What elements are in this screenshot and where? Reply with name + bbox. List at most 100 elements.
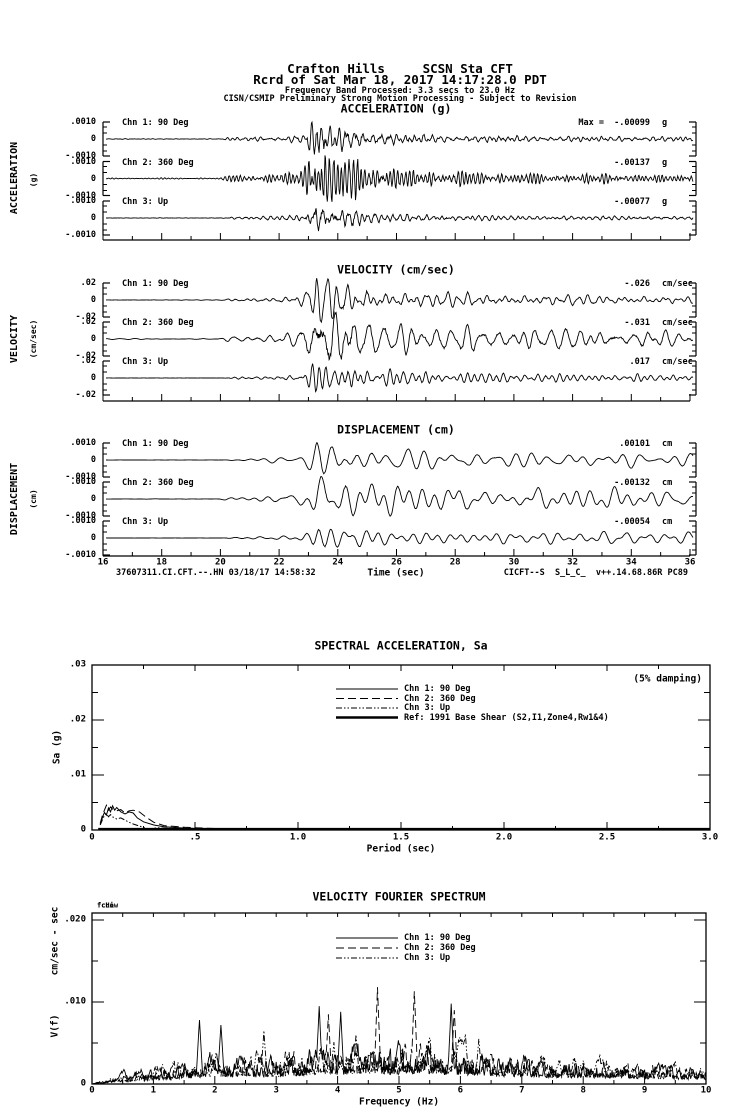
sa-y-tick-label: 0: [80, 824, 86, 835]
displacement_time_series-trace-chn3: [106, 528, 694, 548]
frequency-band-note: Frequency Band Processed: 3.3 secs to 23…: [284, 85, 516, 96]
sa-x-tick-label: 2.0: [495, 832, 513, 843]
displacement_time_series-trace-chn2: [105, 476, 693, 517]
peak-annotation: .017: [629, 356, 650, 367]
y-tick-label: -.0010: [65, 510, 96, 521]
peak-unit: g: [662, 157, 668, 168]
channel-label: Chn 1: 90 Deg: [122, 117, 189, 128]
y-tick-label: 0: [90, 294, 96, 305]
fourier-y-axis-label: V(f): [49, 1014, 61, 1038]
y-tick-label: -.02: [75, 350, 96, 361]
sa-y-tick-label: .01: [69, 769, 86, 780]
displacement-axis-label: DISPLACEMENT: [9, 462, 20, 536]
channel-label: Chn 3: Up: [122, 196, 169, 207]
sa-legend-label: Chn 3: Up: [404, 702, 451, 713]
processing-version-footer: CICFT--S S_L_C_ v++.14.68.86R PC89: [503, 567, 688, 578]
sa-x-tick-label: 3.0: [701, 832, 719, 843]
y-tick-label: -.02: [75, 389, 96, 400]
fourier-y-tick-label: .010: [64, 996, 86, 1007]
y-tick-label: 0: [90, 532, 96, 543]
fourier-x-tick-label: 6: [457, 1085, 464, 1096]
peak-annotation: -.026: [624, 278, 650, 289]
y-tick-label: -.0010: [65, 150, 96, 161]
sa-plot-box: [91, 664, 711, 831]
record-id-footer: 37607311.CI.CFT.--.HN 03/18/17 14:58:32: [116, 567, 316, 578]
sa-legend-label: Chn 2: 360 Deg: [404, 693, 476, 704]
y-tick-label: .0010: [70, 515, 96, 526]
sa-x-tick-label: 1.5: [392, 832, 410, 843]
sa-x-tick-label: 1.0: [289, 832, 307, 843]
y-tick-label: .02: [80, 355, 96, 366]
time-tick-label: 32: [567, 557, 579, 568]
peak-unit: cm: [662, 477, 673, 488]
fourier-x-tick-label: 4: [334, 1085, 341, 1096]
velocity-axis-label: VELOCITY: [9, 314, 20, 364]
time-tick-label: 22: [273, 557, 285, 568]
peak-unit: cm/sec: [662, 278, 693, 289]
y-tick-label: .02: [80, 316, 96, 327]
y-tick-label: .0010: [70, 195, 96, 206]
y-tick-label: .0010: [70, 116, 96, 127]
peak-annotation: -.00137: [614, 157, 650, 168]
fourier-legend-label: Chn 1: 90 Deg: [404, 932, 471, 943]
y-tick-label: -.0010: [65, 190, 96, 201]
sa-legend-label: Ref: 1991 Base Shear (S2,I1,Zone4,Rw1&4): [404, 712, 609, 723]
peak-unit: cm/sec: [662, 356, 693, 367]
channel-label: Chn 2: 360 Deg: [122, 157, 194, 168]
displacement-axis-unit: (cm): [29, 489, 38, 509]
channel-label: Chn 2: 360 Deg: [122, 477, 194, 488]
frequency-axis-label: Frequency (Hz): [358, 1096, 440, 1108]
y-tick-label: 0: [90, 454, 96, 465]
time-tick-label: 18: [156, 557, 168, 568]
peak-unit: cm/sec: [662, 317, 693, 328]
fc-low-marker: fcLow: [97, 901, 119, 910]
peak-unit: cm: [662, 438, 673, 449]
acceleration_time_series-trace-chn1: [105, 120, 694, 155]
fc-hi-marker: fcHi: [97, 901, 114, 910]
sa-y-axis-label: Sa (g): [51, 729, 63, 765]
fourier-curve-chn1: [91, 1003, 707, 1085]
peak-annotation: Max = -.00099: [578, 117, 650, 128]
y-tick-label: -.0010: [65, 471, 96, 482]
velocity_time_series-trace-chn3: [105, 363, 694, 393]
time-axis-label: Time (sec): [367, 567, 425, 579]
sa-x-tick-label: 0: [89, 832, 95, 843]
displacement-panel-title: DISPLACEMENT (cm): [337, 422, 455, 437]
y-tick-label: 0: [90, 173, 96, 184]
fourier-x-tick-label: 9: [641, 1085, 648, 1096]
channel-label: Chn 3: Up: [122, 516, 169, 527]
time-tick-label: 28: [449, 557, 461, 568]
y-tick-label: -.0010: [65, 549, 96, 560]
fourier-x-tick-label: 2: [212, 1085, 218, 1096]
sa-y-tick-label: .03: [69, 659, 86, 670]
time-tick-label: 36: [684, 557, 696, 568]
fourier-y-tick-label: .020: [64, 914, 86, 925]
y-tick-label: 0: [90, 133, 96, 144]
peak-annotation: -.00054: [614, 516, 650, 527]
sa-curve-1: [99, 804, 710, 831]
fourier-curve-chn2: [91, 987, 707, 1085]
fourier-plot-box: [91, 912, 707, 1085]
fourier-curve-chn3: [91, 1030, 707, 1085]
fourier-x-tick-label: 10: [700, 1085, 712, 1096]
y-tick-label: .02: [80, 277, 96, 288]
y-tick-label: -.0010: [65, 229, 96, 240]
fourier-legend-label: Chn 2: 360 Deg: [404, 942, 476, 953]
velocity-axis-unit: (cm/sec): [29, 319, 38, 359]
acceleration_time_series-trace-chn3: [106, 208, 694, 232]
fourier-x-tick-label: 7: [519, 1085, 525, 1096]
processing-disclaimer: CISN/CSMIP Preliminary Strong Motion Pro…: [223, 93, 577, 104]
sa-x-tick-label: .5: [189, 832, 201, 843]
fourier-legend-label: Chn 3: Up: [404, 952, 451, 963]
time-tick-label: 20: [214, 557, 226, 568]
acceleration-axis-unit: (g): [29, 172, 38, 188]
peak-annotation: .00101: [619, 438, 650, 449]
acceleration-axis-label: ACCELERATION: [9, 141, 20, 215]
displacement_time_series-trace-chn1: [106, 442, 694, 475]
sa-x-tick-label: 2.5: [598, 832, 616, 843]
y-tick-label: 0: [90, 493, 96, 504]
y-tick-label: .0010: [70, 437, 96, 448]
y-tick-label: 0: [90, 212, 96, 223]
